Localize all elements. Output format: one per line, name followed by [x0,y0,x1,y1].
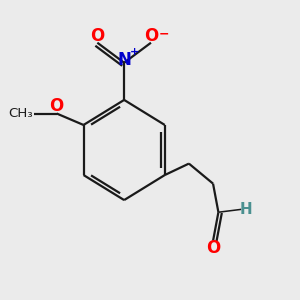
Text: N: N [117,51,131,69]
Text: O: O [144,27,158,45]
Text: CH₃: CH₃ [8,107,33,120]
Text: H: H [240,202,252,217]
Text: O: O [50,98,64,116]
Text: −: − [159,27,169,40]
Text: O: O [90,27,104,45]
Text: O: O [206,239,220,257]
Text: +: + [130,47,139,57]
